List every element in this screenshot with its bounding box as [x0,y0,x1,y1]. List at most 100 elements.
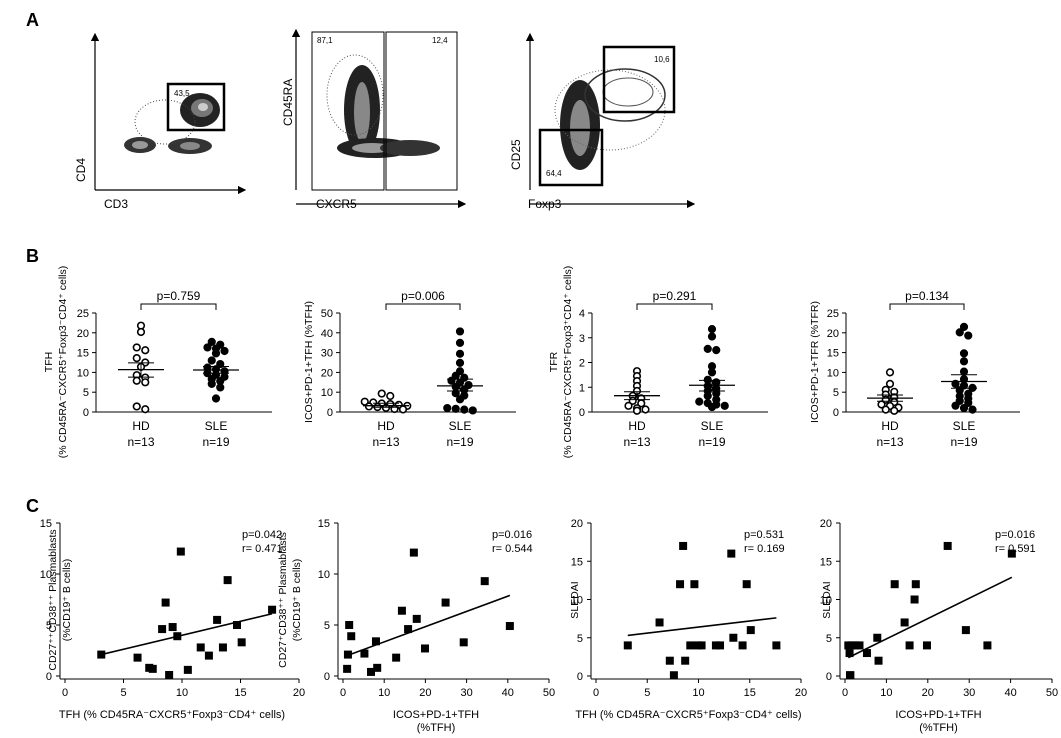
panel-label-b: B [26,246,39,266]
flow-plot-cd3-cd4: 43,5 CD3 CD4 [74,32,247,211]
data-point [404,625,413,634]
x-tick-label: 0 [842,687,848,699]
x-tick-label: 5 [120,687,126,699]
y-tick-label: 15 [40,518,52,530]
data-point [746,626,755,635]
data-point [343,664,352,673]
data-point [480,577,489,586]
data-point [183,665,192,674]
y-tick-label: 10 [40,569,52,581]
significance-bracket [636,303,713,310]
data-point [959,322,969,331]
y-tick-label: 10 [571,595,583,607]
data-point [460,405,469,414]
p-value: p=0.291 [653,289,697,303]
group-label: SLE [701,419,724,433]
data-point [377,389,386,398]
data-point [196,643,205,652]
data-point [712,346,721,355]
x-tick-label: 10 [176,687,188,699]
p-value: p=0.759 [157,289,201,303]
y-axis-label: SLEDAI [821,581,833,618]
data-point [412,614,421,623]
data-point [961,626,970,635]
data-point [345,621,354,629]
data-point [729,633,738,642]
data-point [959,403,969,413]
data-point [176,547,185,556]
data-point [132,376,141,385]
group-count: n=13 [623,435,650,449]
gate-label: 10,6 [654,55,670,64]
data-point [905,641,914,650]
data-point [959,349,969,358]
group-count: n=19 [698,435,725,449]
x-axis-label: ICOS+PD-1+TFH [895,709,981,721]
data-point [203,343,212,352]
y-tick-label: 20 [77,328,89,340]
data-point [397,606,406,615]
data-point [141,346,150,355]
data-point [468,406,477,415]
data-point [207,356,216,365]
data-point [158,625,167,634]
x-axis-label: ICOS+PD-1+TFH [393,709,479,721]
data-point [845,671,854,680]
data-point [390,404,399,414]
y-axis-label: TFH [43,352,55,372]
x-tick-label: 20 [922,687,934,699]
x-tick-label: 15 [234,687,246,699]
data-point [716,641,725,650]
y-tick-label: 5 [826,633,832,645]
y-tick-label: 5 [577,633,583,645]
significance-bracket [889,303,965,310]
gate-cxcr5-neg [311,31,385,191]
p-value: p=0.006 [401,289,445,303]
y-axis-label: TFR [548,351,560,372]
data-point [451,389,460,398]
data-point [386,391,395,401]
x-axis-label: TFH (% CD45RA⁻CXCR5⁺Foxp3⁻CD4⁺ cells) [59,709,285,721]
y-axis-label: (% CD45RA⁻CXCR5⁺Foxp3⁻CD4⁺ cells) [57,266,69,459]
gate-label: 64,4 [546,169,562,178]
data-point [207,337,216,347]
gate-label: 87,1 [317,36,333,45]
data-point [632,406,642,415]
x-axis-label: TFH (% CD45RA⁻CXCR5⁺Foxp3⁻CD4⁺ cells) [575,709,801,721]
y-axis-label: (% CD45RA⁻CXCR5⁺Foxp3⁺CD4⁺ cells) [562,266,574,459]
y-tick-label: 4 [579,308,585,320]
data-point [141,378,150,387]
data-point [505,622,514,631]
y-tick-label: 20 [571,518,583,530]
x-tick-label: 50 [1046,687,1058,699]
data-point [455,338,465,347]
y-axis-label: (%CD19⁺ B cells) [61,559,73,642]
x-tick-label: 10 [378,687,390,699]
group-label: HD [628,419,646,433]
data-point [695,397,704,406]
correlation-stat: p=0.042 [242,529,282,541]
x-tick-label: 5 [644,687,650,699]
y-tick-label: 0 [324,671,330,683]
data-point [862,649,871,658]
group-label: SLE [205,419,228,433]
regression-line [346,594,511,657]
y-axis-label: ICOS+PD-1+TFH (%TFH) [303,301,315,423]
x-tick-label: 10 [880,687,892,699]
x-tick-label: 30 [460,687,472,699]
data-point [964,331,973,340]
data-point [136,327,146,337]
data-point [910,595,919,604]
group-label: SLE [449,419,472,433]
data-point [373,663,382,672]
panel-label-c: C [26,496,39,516]
data-point [364,402,374,411]
data-point [951,401,960,410]
group-count: n=13 [127,435,154,449]
data-point [885,379,895,388]
gate-label: 12,4 [432,36,448,45]
correlation-sledai-vs-tfh: 0 5 10 15 20 0 5 10 15 20 SLEDAI TFH (% CD45RA⁻CXCR… [569,518,807,721]
y-tick-label: 0 [46,671,52,683]
